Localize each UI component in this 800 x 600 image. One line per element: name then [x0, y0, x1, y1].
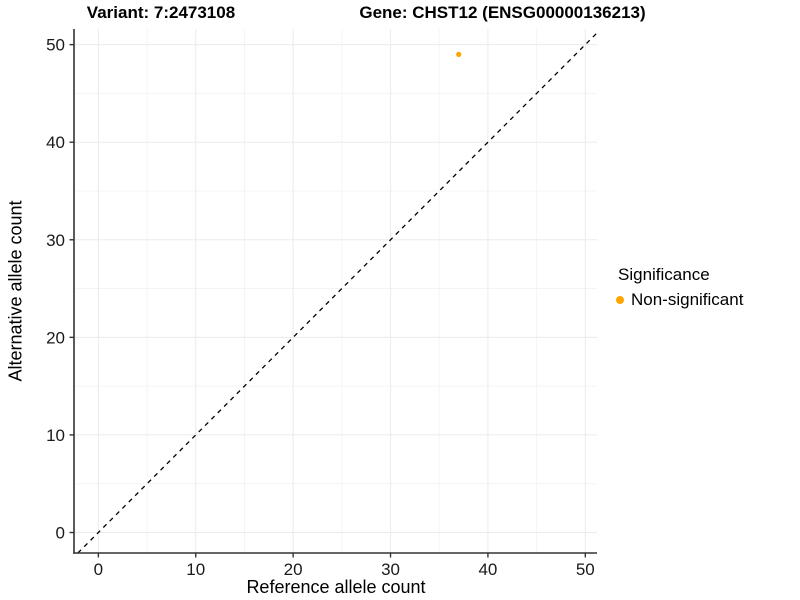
y-tick-label: 40	[46, 133, 65, 152]
x-axis-title: Reference allele count	[246, 577, 426, 597]
gene-title: Gene: CHST12 (ENSG00000136213)	[359, 3, 646, 22]
legend-items: Non-significant	[616, 289, 743, 311]
x-tick-label: 0	[94, 560, 103, 579]
y-tick-label: 50	[46, 36, 65, 55]
y-tick-label: 0	[56, 524, 65, 543]
variant-title: Variant: 7:2473108	[86, 3, 236, 22]
y-axis-title: Alternative allele count	[5, 200, 26, 382]
y-tick-label: 30	[46, 231, 65, 250]
y-tick-label: 10	[46, 426, 65, 445]
legend-title: Significance	[618, 265, 710, 284]
legend: Significance Non-significant	[616, 265, 743, 311]
x-tick-label: 30	[381, 560, 400, 579]
x-tick-label: 10	[186, 560, 205, 579]
y-tick-label: 20	[46, 328, 65, 347]
legend-item: Non-significant	[616, 289, 743, 311]
identity-dashed-line	[77, 32, 598, 554]
x-tick-label: 40	[478, 560, 497, 579]
legend-key-dot-icon	[616, 296, 624, 304]
x-tick-label: 50	[576, 560, 595, 579]
x-tick-label: 20	[284, 560, 303, 579]
legend-item-label: Non-significant	[631, 290, 744, 309]
data-point	[456, 51, 462, 57]
